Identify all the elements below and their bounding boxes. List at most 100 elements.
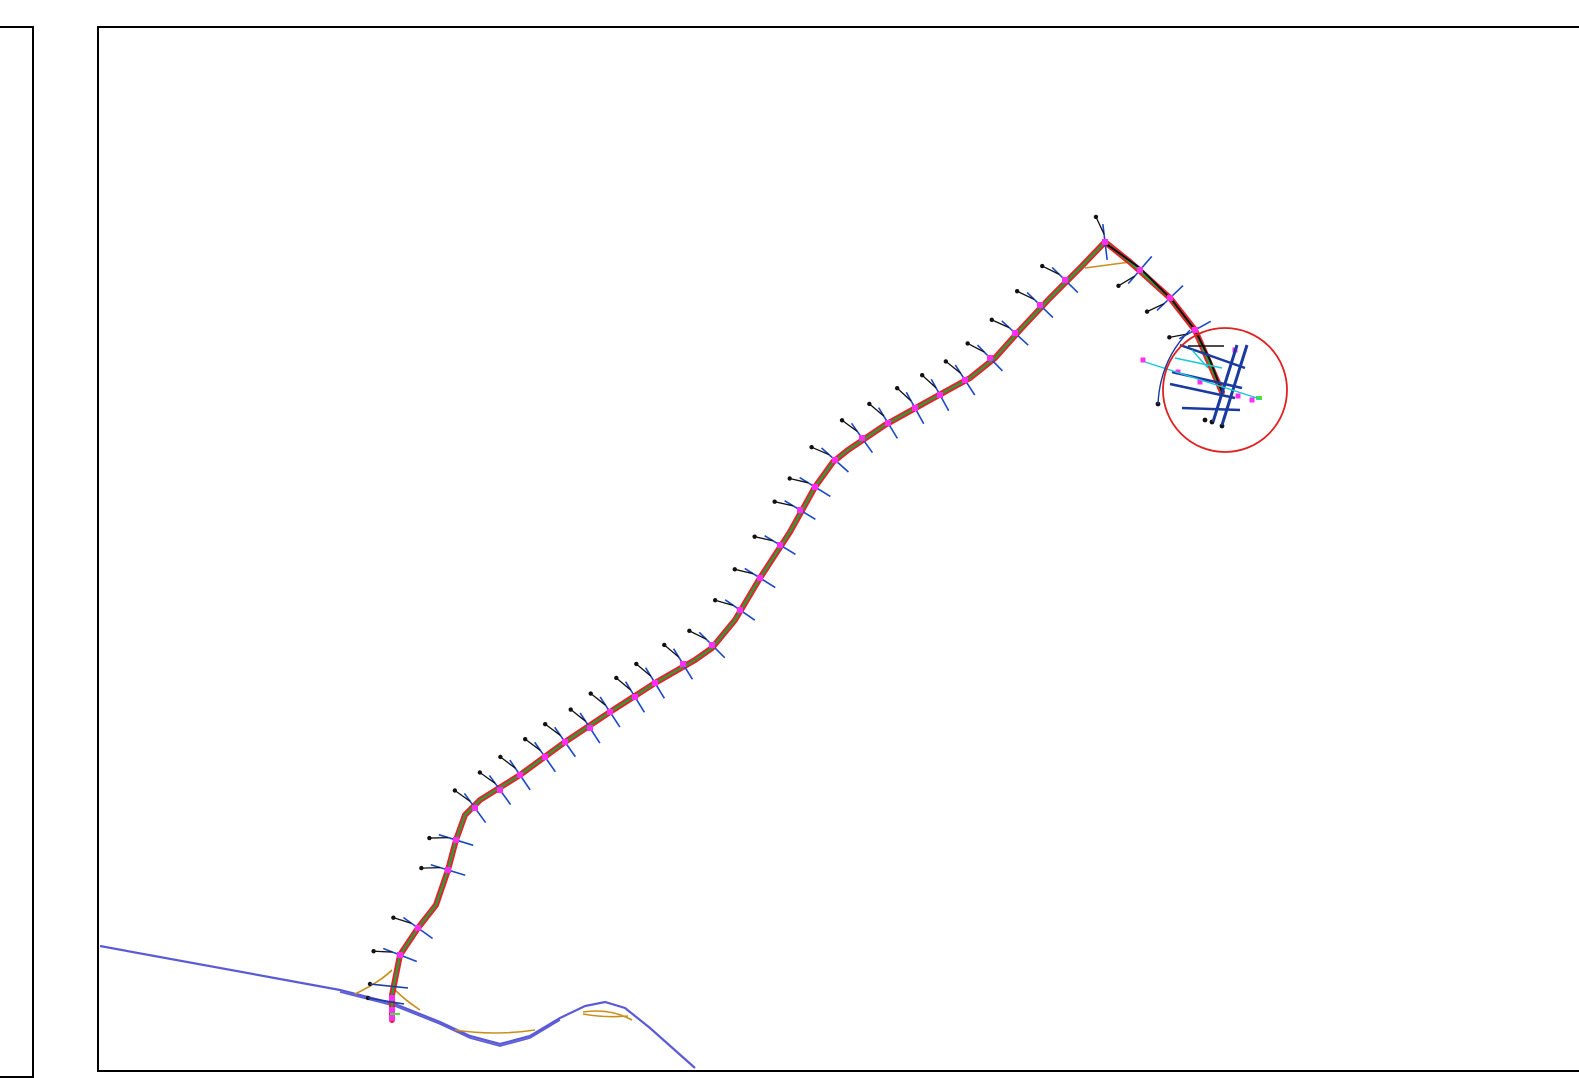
square-marker-icon (1037, 302, 1043, 308)
map-canvas[interactable] (99, 28, 1579, 1070)
survey-pole (868, 403, 885, 417)
square-marker-icon (987, 355, 993, 361)
terrain-contour (394, 989, 421, 1011)
pole-end-icon (371, 948, 376, 954)
square-marker-icon (737, 607, 743, 613)
square-marker-icon (652, 680, 658, 686)
terrain-contour (454, 1029, 536, 1034)
pole-end-icon (1202, 417, 1208, 423)
square-marker-icon (607, 709, 613, 715)
pole-end-icon (687, 628, 692, 634)
square-marker-icon (1167, 295, 1173, 301)
alignment-layer (389, 239, 1225, 1023)
square-marker-icon (812, 484, 818, 490)
square-marker-icon (1012, 330, 1018, 336)
survey-pole (1146, 302, 1165, 313)
pole-end-icon (867, 401, 872, 407)
square-marker-icon (562, 739, 568, 745)
survey-pole (754, 536, 774, 542)
square-marker-icon (587, 725, 593, 731)
survey-pole (774, 501, 794, 507)
survey-pole (789, 477, 809, 484)
pole-end-icon (662, 642, 667, 648)
depot-aux-line (1174, 357, 1223, 369)
square-marker-icon (859, 435, 865, 441)
depot-track (1181, 406, 1241, 412)
pole-end-icon (752, 534, 757, 539)
survey-pole (1041, 265, 1060, 275)
square-marker-icon (962, 377, 968, 383)
survey-pole-layer (365, 214, 1225, 1001)
square-marker-icon (709, 642, 715, 648)
square-marker-icon (497, 787, 503, 793)
start-terminus (367, 983, 409, 1015)
square-marker-icon (1062, 277, 1068, 283)
route-outline (389, 239, 1225, 1023)
terrain-contour (1084, 261, 1131, 269)
square-marker-icon (1137, 267, 1143, 273)
square-marker-icon (912, 405, 918, 411)
pole-end-icon (809, 444, 814, 450)
survey-pole (896, 387, 912, 402)
pole-end-icon (1144, 309, 1150, 314)
square-marker-icon (389, 1015, 395, 1021)
survey-pole (1118, 275, 1136, 287)
station-marker-layer (389, 239, 1262, 1021)
pole-end-icon (943, 359, 949, 364)
depot-aux-line (1191, 349, 1209, 369)
square-marker-icon (1102, 239, 1108, 245)
pole-end-icon (427, 835, 432, 841)
pole-end-icon (712, 598, 718, 603)
pole-end-icon (614, 675, 619, 681)
survey-pole (479, 771, 496, 785)
survey-pole (524, 738, 541, 751)
depot-curve (1157, 329, 1191, 405)
survey-pole (615, 677, 632, 691)
survey-pole (921, 374, 937, 389)
pole-end-icon (634, 661, 639, 667)
pole-end-icon (965, 341, 970, 346)
focus-circle[interactable] (1162, 327, 1288, 453)
survey-pole (841, 419, 858, 433)
survey-pole (714, 599, 734, 607)
survey-pole (967, 342, 985, 353)
pole-end-icon (1167, 335, 1172, 340)
square-marker-icon (397, 952, 403, 958)
pole-end-icon (787, 476, 792, 481)
survey-pole (373, 950, 393, 953)
survey-pole (590, 693, 607, 706)
pole-end-icon (452, 788, 458, 793)
depot-aux-line (1144, 361, 1261, 400)
survey-pole (454, 789, 471, 803)
depot-area (1144, 329, 1261, 426)
survey-pole (945, 360, 962, 374)
survey-pole (811, 446, 830, 456)
square-marker-icon (680, 661, 686, 667)
pole-end-icon (522, 736, 528, 742)
square-marker-icon (517, 772, 523, 778)
cross-section-layer (382, 224, 1212, 963)
square-marker-icon (445, 867, 451, 873)
depot-track (1169, 382, 1236, 400)
map-viewport[interactable] (97, 26, 1579, 1072)
pole-end-icon (477, 770, 483, 775)
pole-end-icon (1116, 283, 1121, 288)
terrain-layer (354, 261, 1131, 1034)
survey-pole (991, 319, 1010, 329)
square-marker-icon (542, 754, 548, 760)
pole-end-icon (732, 567, 737, 572)
survey-pole (635, 663, 652, 677)
pole-end-icon (989, 317, 994, 323)
pole-end-icon (894, 385, 900, 391)
terrain-contour (354, 969, 393, 995)
square-marker-icon (389, 1007, 395, 1013)
square-marker-icon (472, 805, 478, 811)
pole-end-icon (1014, 289, 1020, 294)
depot-track (1179, 343, 1246, 370)
square-marker-icon (1140, 357, 1146, 363)
left-side-panel (0, 26, 34, 1078)
square-marker-icon (757, 575, 763, 581)
square-marker-icon (632, 694, 638, 700)
depot-track (1220, 344, 1249, 426)
terminus-pole (367, 997, 405, 1005)
